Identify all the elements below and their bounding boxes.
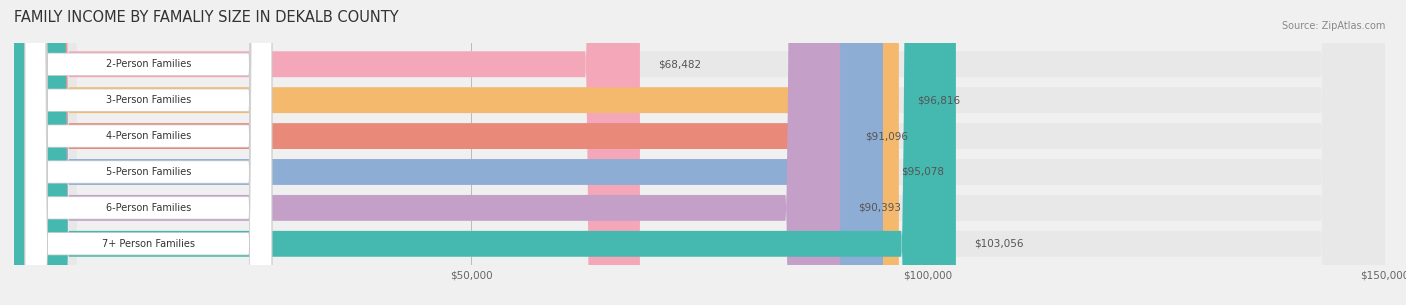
Text: $90,393: $90,393 xyxy=(859,203,901,213)
FancyBboxPatch shape xyxy=(14,0,846,305)
Text: $103,056: $103,056 xyxy=(974,239,1024,249)
FancyBboxPatch shape xyxy=(14,0,898,305)
Text: Source: ZipAtlas.com: Source: ZipAtlas.com xyxy=(1281,21,1385,31)
FancyBboxPatch shape xyxy=(14,0,956,305)
Text: $96,816: $96,816 xyxy=(917,95,960,105)
Text: 6-Person Families: 6-Person Families xyxy=(105,203,191,213)
FancyBboxPatch shape xyxy=(25,0,271,305)
FancyBboxPatch shape xyxy=(25,0,271,305)
Text: 5-Person Families: 5-Person Families xyxy=(105,167,191,177)
FancyBboxPatch shape xyxy=(14,0,1385,305)
FancyBboxPatch shape xyxy=(14,0,883,305)
FancyBboxPatch shape xyxy=(25,0,271,305)
Text: $68,482: $68,482 xyxy=(658,59,702,69)
FancyBboxPatch shape xyxy=(14,0,1385,305)
FancyBboxPatch shape xyxy=(14,0,1385,305)
FancyBboxPatch shape xyxy=(14,0,1385,305)
FancyBboxPatch shape xyxy=(14,0,640,305)
Text: 3-Person Families: 3-Person Families xyxy=(105,95,191,105)
FancyBboxPatch shape xyxy=(14,0,841,305)
FancyBboxPatch shape xyxy=(25,0,271,305)
Text: 4-Person Families: 4-Person Families xyxy=(105,131,191,141)
FancyBboxPatch shape xyxy=(25,0,271,305)
FancyBboxPatch shape xyxy=(25,0,271,305)
Text: 2-Person Families: 2-Person Families xyxy=(105,59,191,69)
FancyBboxPatch shape xyxy=(14,0,1385,305)
Text: 7+ Person Families: 7+ Person Families xyxy=(101,239,195,249)
Text: $95,078: $95,078 xyxy=(901,167,945,177)
Text: FAMILY INCOME BY FAMALIY SIZE IN DEKALB COUNTY: FAMILY INCOME BY FAMALIY SIZE IN DEKALB … xyxy=(14,10,399,25)
Text: $91,096: $91,096 xyxy=(865,131,908,141)
FancyBboxPatch shape xyxy=(14,0,1385,305)
